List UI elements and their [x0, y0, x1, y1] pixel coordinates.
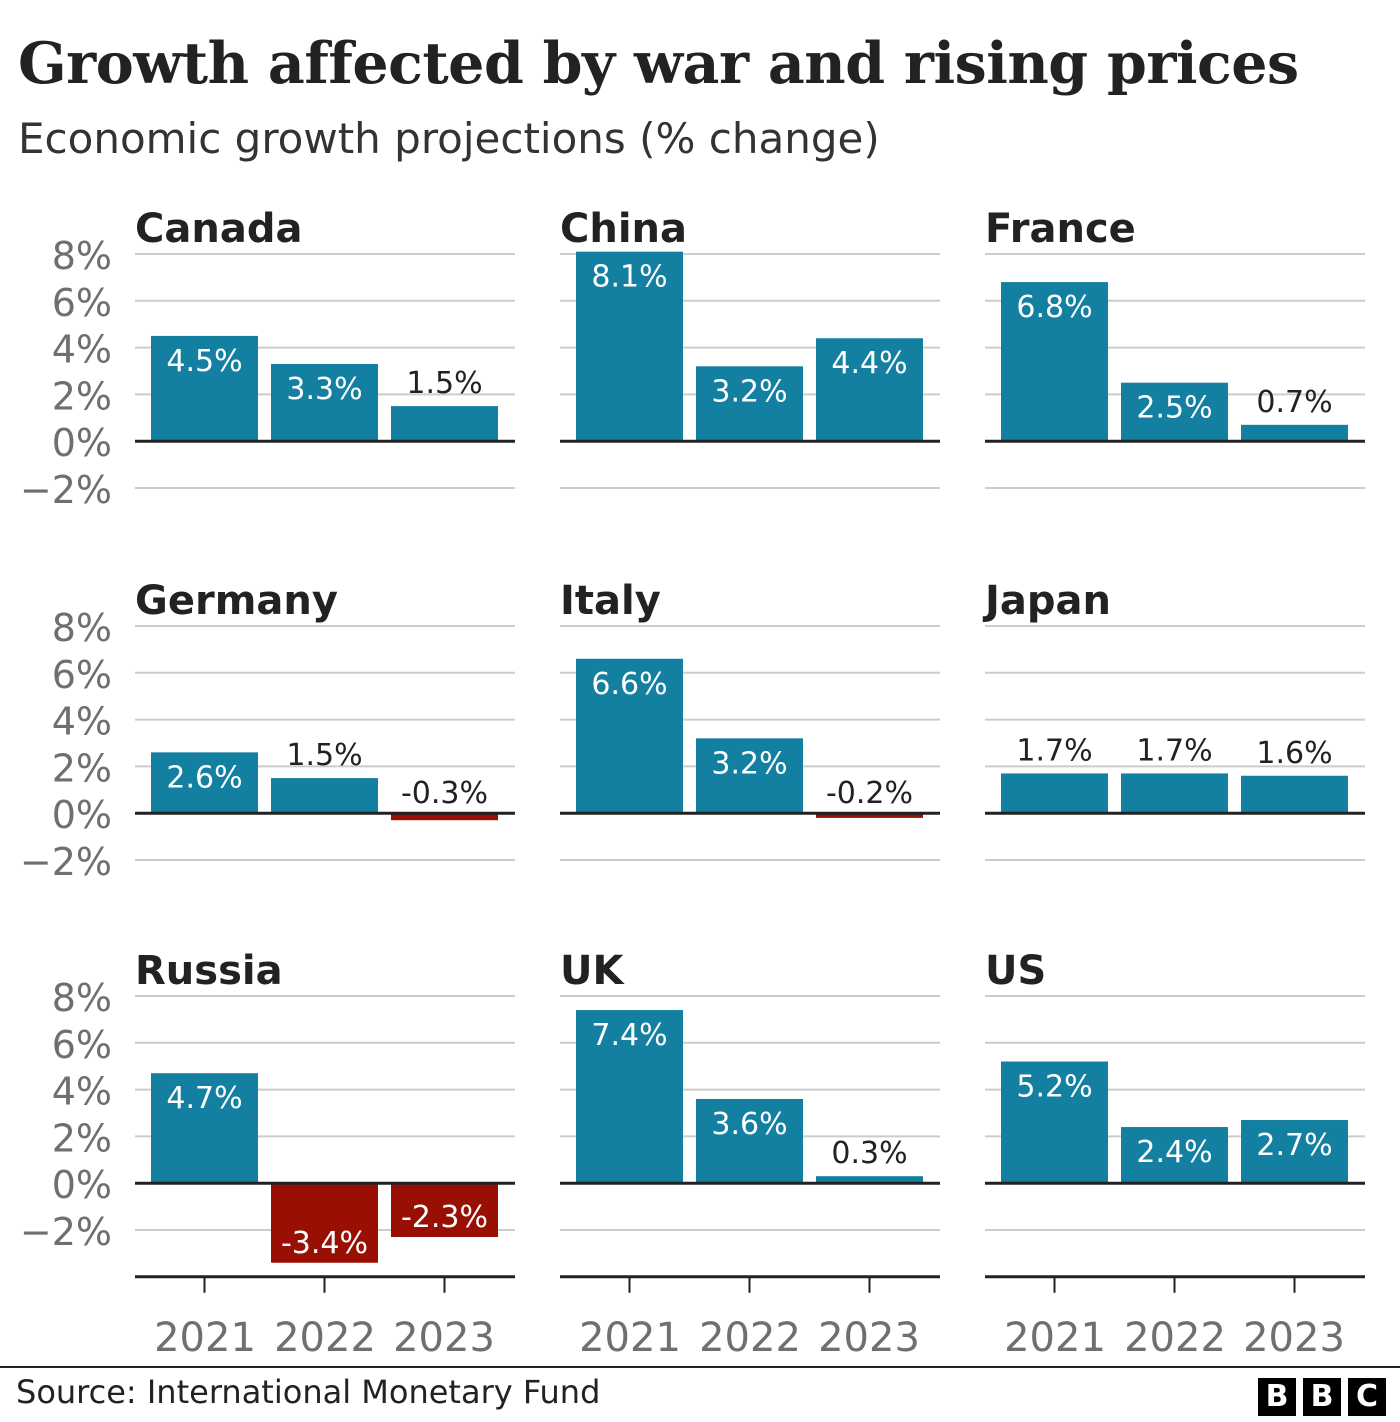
bar-value-label: 4.7% [166, 1081, 242, 1116]
bar [1001, 1061, 1108, 1184]
bar-value-label: 3.2% [711, 374, 787, 409]
bbc-logo: B B C [1258, 1378, 1386, 1416]
y-tick-label: 2% [52, 374, 112, 418]
y-tick-label: 8% [52, 234, 112, 278]
bar-value-label: 1.7% [1136, 733, 1212, 768]
panel-title: Russia [135, 948, 283, 994]
x-tick-label: 2023 [1243, 1315, 1345, 1360]
bar-value-label: 2.6% [166, 760, 242, 795]
y-tick-label: 0% [52, 1163, 112, 1207]
bar [151, 335, 258, 442]
y-tick-label: 6% [52, 281, 112, 325]
bar-value-label: -0.3% [401, 776, 488, 811]
y-tick-label: −2% [20, 1210, 112, 1254]
bar-value-label: -3.4% [281, 1226, 368, 1261]
x-tick-label: 2021 [1004, 1315, 1106, 1360]
footer-divider [0, 1366, 1400, 1368]
bar [576, 251, 683, 442]
bar [1241, 424, 1348, 442]
bar [816, 338, 923, 442]
panel-title: China [560, 206, 687, 252]
bar [576, 658, 683, 814]
bar-value-label: 7.4% [591, 1018, 667, 1053]
y-tick-label: 0% [52, 421, 112, 465]
bar-value-label: 2.4% [1136, 1135, 1212, 1170]
bar-value-label: 3.2% [711, 746, 787, 781]
panel-title: Italy [560, 578, 661, 624]
panel-title: UK [560, 948, 625, 994]
panel-title: Canada [135, 206, 302, 252]
chart-title: Growth affected by war and rising prices [18, 30, 1299, 97]
bar [1121, 382, 1228, 442]
bar [1241, 775, 1348, 814]
bar-value-label: 0.7% [1256, 385, 1332, 420]
y-tick-label: 8% [52, 606, 112, 650]
y-tick-label: −2% [20, 468, 112, 512]
bar-value-label: 0.3% [831, 1136, 907, 1171]
bar-value-label: 5.2% [1016, 1070, 1092, 1105]
bar [271, 1183, 378, 1263]
y-tick-label: 6% [52, 653, 112, 697]
bar [391, 406, 498, 442]
bar-value-label: 8.1% [591, 260, 667, 295]
bar [391, 813, 498, 821]
source-note: Source: International Monetary Fund [16, 1373, 601, 1411]
bar [1121, 773, 1228, 814]
bar-value-label: 6.6% [591, 667, 667, 702]
bar [696, 738, 803, 814]
y-tick-label: 4% [52, 700, 112, 744]
bar [391, 1183, 498, 1238]
bar-value-label: 2.7% [1256, 1128, 1332, 1163]
bar [696, 1098, 803, 1184]
bar-value-label: 1.6% [1256, 736, 1332, 771]
bar [271, 778, 378, 814]
bar-value-label: 6.8% [1016, 290, 1092, 325]
y-tick-label: 2% [52, 1116, 112, 1160]
bar [151, 1073, 258, 1184]
bar-value-label: 1.5% [406, 366, 482, 401]
bar-value-label: -2.3% [401, 1200, 488, 1235]
y-tick-label: 8% [52, 976, 112, 1020]
y-tick-label: −2% [20, 840, 112, 884]
x-tick-label: 2022 [274, 1315, 376, 1360]
bar-value-label: 4.5% [166, 344, 242, 379]
panel-title: Japan [982, 578, 1111, 624]
bar [696, 366, 803, 442]
bar-value-label: 1.5% [286, 738, 362, 773]
x-tick-label: 2021 [154, 1315, 256, 1360]
bar-value-label: -0.2% [826, 776, 913, 811]
y-tick-label: 0% [52, 793, 112, 837]
x-tick-label: 2022 [1124, 1315, 1226, 1360]
panel-title: US [985, 948, 1046, 994]
y-tick-label: 2% [52, 746, 112, 790]
panel-title: Germany [135, 578, 338, 624]
bbc-logo-letter: B [1303, 1378, 1341, 1416]
bar [816, 813, 923, 818]
bar [271, 363, 378, 442]
bar [816, 1176, 923, 1184]
bbc-logo-letter: B [1258, 1378, 1296, 1416]
y-tick-label: 4% [52, 328, 112, 372]
y-tick-label: 6% [52, 1023, 112, 1067]
bar-value-label: 3.3% [286, 372, 362, 407]
bbc-logo-letter: C [1348, 1378, 1386, 1416]
bar [1001, 773, 1108, 814]
y-tick-label: 4% [52, 1070, 112, 1114]
chart-subtitle: Economic growth projections (% change) [18, 114, 880, 163]
bar-value-label: 3.6% [711, 1107, 787, 1142]
bar [151, 752, 258, 814]
panel-title: France [985, 206, 1136, 252]
x-tick-label: 2023 [818, 1315, 920, 1360]
bar-value-label: 1.7% [1016, 733, 1092, 768]
bar-value-label: 4.4% [831, 346, 907, 381]
bar-value-label: 2.5% [1136, 391, 1212, 426]
bar [576, 1010, 683, 1184]
bar [1241, 1120, 1348, 1184]
x-tick-label: 2023 [393, 1315, 495, 1360]
bar [1121, 1127, 1228, 1184]
x-tick-label: 2022 [699, 1315, 801, 1360]
x-tick-label: 2021 [579, 1315, 681, 1360]
bar [1001, 282, 1108, 442]
